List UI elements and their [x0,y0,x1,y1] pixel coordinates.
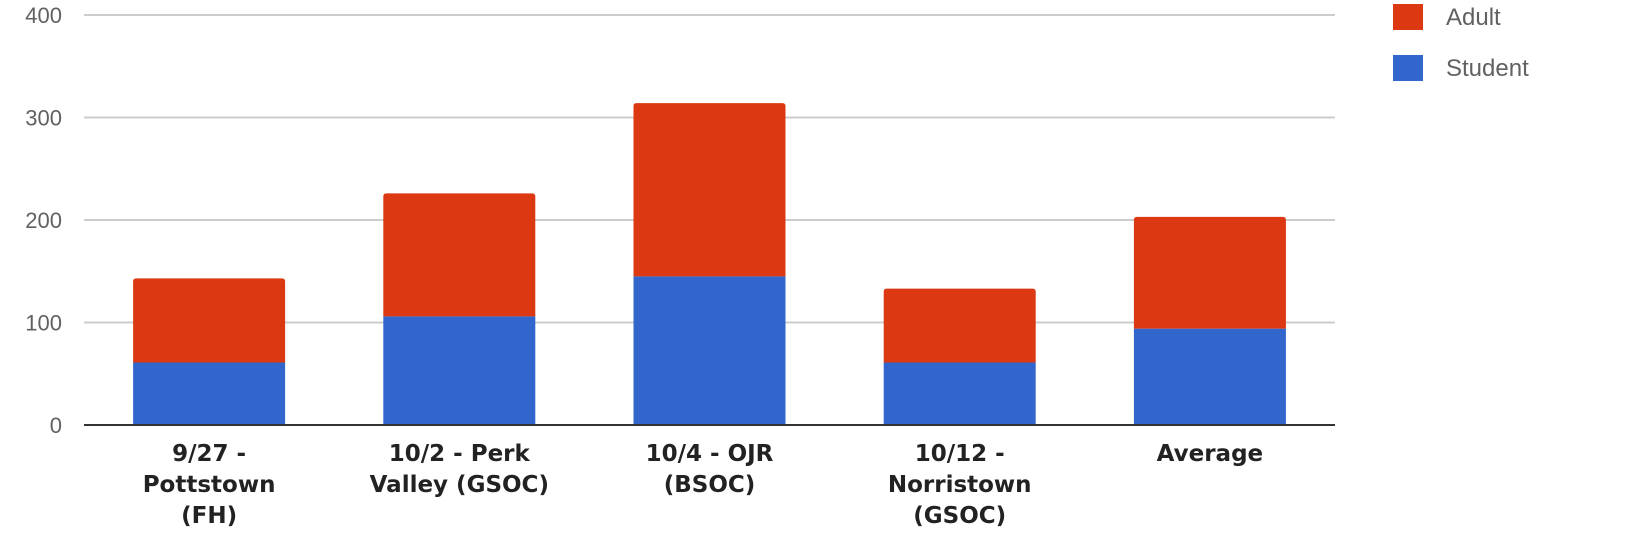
bar-student [383,316,536,425]
y-tick-label: 100 [25,311,62,336]
y-tick-label: 400 [25,3,62,28]
x-category-label-line: 10/4 - OJR [646,441,774,467]
bar-student [633,276,786,425]
legend-label-adult: Adult [1446,4,1501,31]
x-category-label-line: (BSOC) [664,472,756,498]
x-category-label-line: (GSOC) [913,503,1006,529]
bar-student [133,362,286,425]
x-category-label: 10/2 - Perk Valley (GSOC) [370,441,549,498]
bar-student [1133,328,1286,425]
bar-adult [133,278,286,363]
x-category-label-line: Valley (GSOC) [370,472,549,498]
y-tick-label: 0 [50,413,62,438]
x-category-label-line: Norristown [888,472,1032,498]
x-category-label-line: 9/27 - [172,441,246,467]
y-tick-label: 300 [25,106,62,131]
x-category-label: 10/4 - OJR (BSOC) [646,441,774,498]
y-tick-label: 200 [25,208,62,233]
legend-swatch-student [1393,55,1423,81]
x-category-label: Average [1157,441,1264,467]
legend-label-student: Student [1446,55,1529,82]
x-category-label-line: 10/12 - [915,441,1005,467]
bar-adult [633,103,786,277]
bar-student [883,362,1036,425]
x-axis-categories: 9/27 - Pottstown (FH) 10/2 - Perk Valley (GS… [143,441,1263,529]
x-category-label: 9/27 - Pottstown (FH) [143,441,276,529]
legend-swatch-adult [1393,4,1423,30]
legend: Adult Student [1393,4,1529,82]
x-category-label-line: 10/2 - Perk [389,441,531,467]
x-category-label-line: Pottstown [143,472,276,498]
bar-adult [1133,216,1286,329]
y-axis-ticks: 0 100 200 300 400 [25,3,62,438]
x-category-label: 10/12 - Norristown (GSOC) [888,441,1032,529]
bar-adult [383,193,536,317]
bar-adult [883,288,1036,363]
bars [133,103,1286,425]
x-category-label-line: Average [1157,441,1264,467]
x-category-label-line: (FH) [181,503,237,529]
